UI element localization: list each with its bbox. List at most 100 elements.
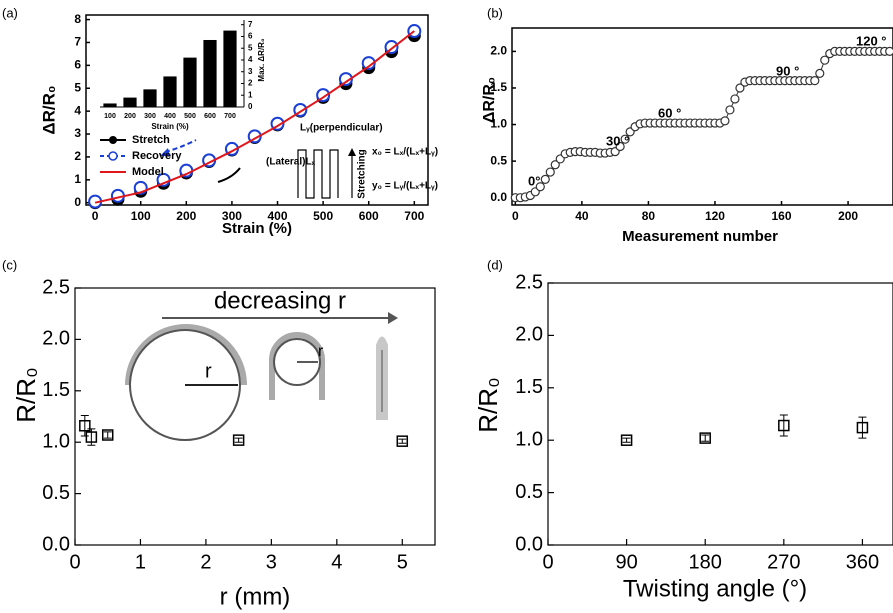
x-tick-label: 700: [404, 209, 424, 223]
y-tick-label: 1.5: [515, 376, 543, 398]
y-tick-label: 0: [74, 195, 81, 209]
inset-y-tick-label: 1: [248, 90, 253, 99]
y-tick-label: 1.0: [42, 430, 70, 452]
x-tick-label: 0: [512, 209, 519, 223]
inset-bar: [103, 103, 117, 107]
y-tick-label: 2.0: [490, 44, 507, 58]
inset-x-tick-label: 600: [204, 113, 216, 120]
point: [79, 420, 91, 432]
point: [699, 432, 711, 444]
y-axis-label: ΔR/R₀: [39, 85, 58, 134]
plot-frame: [85, 14, 429, 206]
y-tick-label: 3: [74, 126, 81, 140]
x-tick-label: 120: [705, 209, 725, 223]
legend-marker: [109, 136, 117, 144]
plot-frame: [547, 282, 893, 546]
y-tick-label: 1.0: [490, 117, 507, 131]
annotation: 120 °: [856, 33, 887, 48]
point: [720, 116, 730, 126]
x-tick-label: 400: [268, 209, 288, 223]
x-tick-label: 200: [838, 209, 858, 223]
annotation: 60 °: [658, 105, 681, 120]
x-tick-label: 3: [266, 551, 277, 573]
bent-film-small: [269, 332, 325, 400]
x-axis-label: Strain (%): [222, 220, 292, 237]
series-line: [94, 30, 415, 204]
annotation: 30 °: [606, 133, 629, 148]
error-bar: [80, 414, 89, 437]
plot-frame: [74, 287, 436, 546]
x-tick-label: 0: [69, 551, 80, 573]
x-tick-label: 40: [575, 209, 589, 223]
legend-label: Stretch: [132, 134, 170, 146]
error-bar: [701, 434, 710, 442]
y-tick-label: 0.0: [42, 533, 70, 555]
point: [550, 160, 560, 170]
x-tick-label: 300: [222, 209, 242, 223]
y-tick-label: 1: [74, 172, 81, 186]
point: [615, 141, 625, 152]
point: [545, 167, 555, 177]
x-tick-label: 270: [767, 551, 800, 573]
panel-label: (b): [487, 5, 503, 20]
panel-label: (d): [487, 257, 503, 272]
y-tick-label: 8: [74, 12, 81, 26]
annotation: Lᵧ(perpendicular): [300, 123, 383, 134]
point: [620, 134, 630, 144]
annotation: decreasing r: [214, 287, 346, 314]
inset-bar: [223, 30, 237, 107]
y-tick-label: 1.0: [515, 428, 543, 450]
y-tick-label: 2.5: [42, 276, 70, 298]
error-bar: [398, 438, 407, 444]
inset-y-tick-label: 3: [248, 67, 253, 76]
x-tick-label: 500: [313, 209, 333, 223]
point: [396, 435, 409, 447]
legend-label: Recovery: [132, 150, 182, 162]
x-tick-label: 90: [615, 551, 637, 573]
annotation: Stretching: [357, 149, 368, 198]
y-tick-label: 0.5: [515, 481, 543, 503]
bend-circle-large: [129, 329, 241, 441]
inset-x-tick-label: 100: [104, 113, 116, 120]
x-tick-label: 200: [176, 209, 196, 223]
y-tick-label: 1.5: [42, 379, 70, 401]
y-tick-label: 0.5: [42, 482, 70, 504]
point: [856, 421, 869, 434]
annotation: y₀ = Lᵧ/(Lₓ+Lᵧ): [372, 181, 438, 192]
inset-x-tick-label: 500: [184, 113, 196, 120]
y-tick-label: 0.0: [515, 533, 543, 555]
x-tick-label: 160: [772, 209, 792, 223]
legend-label: Model: [132, 166, 164, 178]
stretch-direction-arrow: [217, 167, 241, 183]
x-tick-label: 2: [200, 551, 211, 573]
point: [820, 55, 830, 65]
inset-y-tick-label: 5: [248, 43, 253, 52]
point: [885, 46, 893, 57]
y-tick-label: 6: [74, 58, 81, 72]
point: [540, 174, 550, 185]
inset-bar: [203, 39, 217, 108]
x-tick-label: 0: [542, 551, 553, 573]
error-bar: [234, 437, 243, 443]
inset-x-tick-label: 400: [164, 113, 176, 120]
x-tick-label: 5: [397, 551, 408, 573]
bend-circle-small: [273, 338, 321, 386]
panel-label: (c): [2, 257, 17, 272]
inset-bar: [183, 57, 197, 107]
y-tick-label: 2.0: [42, 328, 70, 350]
inset-y-tick-label: 6: [248, 32, 253, 41]
inset-y-tick-label: 0: [248, 102, 253, 111]
inset-x-tick-label: 300: [144, 113, 156, 120]
point: [810, 76, 820, 86]
x-tick-label: 0: [92, 209, 99, 223]
y-tick-label: 1.5: [490, 80, 507, 94]
point: [101, 429, 114, 441]
legend-marker: [108, 151, 118, 161]
panel-label: (a): [2, 5, 18, 20]
plot-frame: [511, 27, 893, 206]
inset-y-tick-label: 4: [248, 55, 253, 64]
inset-x-tick-label: 700: [224, 113, 236, 120]
x-tick-label: 360: [846, 551, 879, 573]
